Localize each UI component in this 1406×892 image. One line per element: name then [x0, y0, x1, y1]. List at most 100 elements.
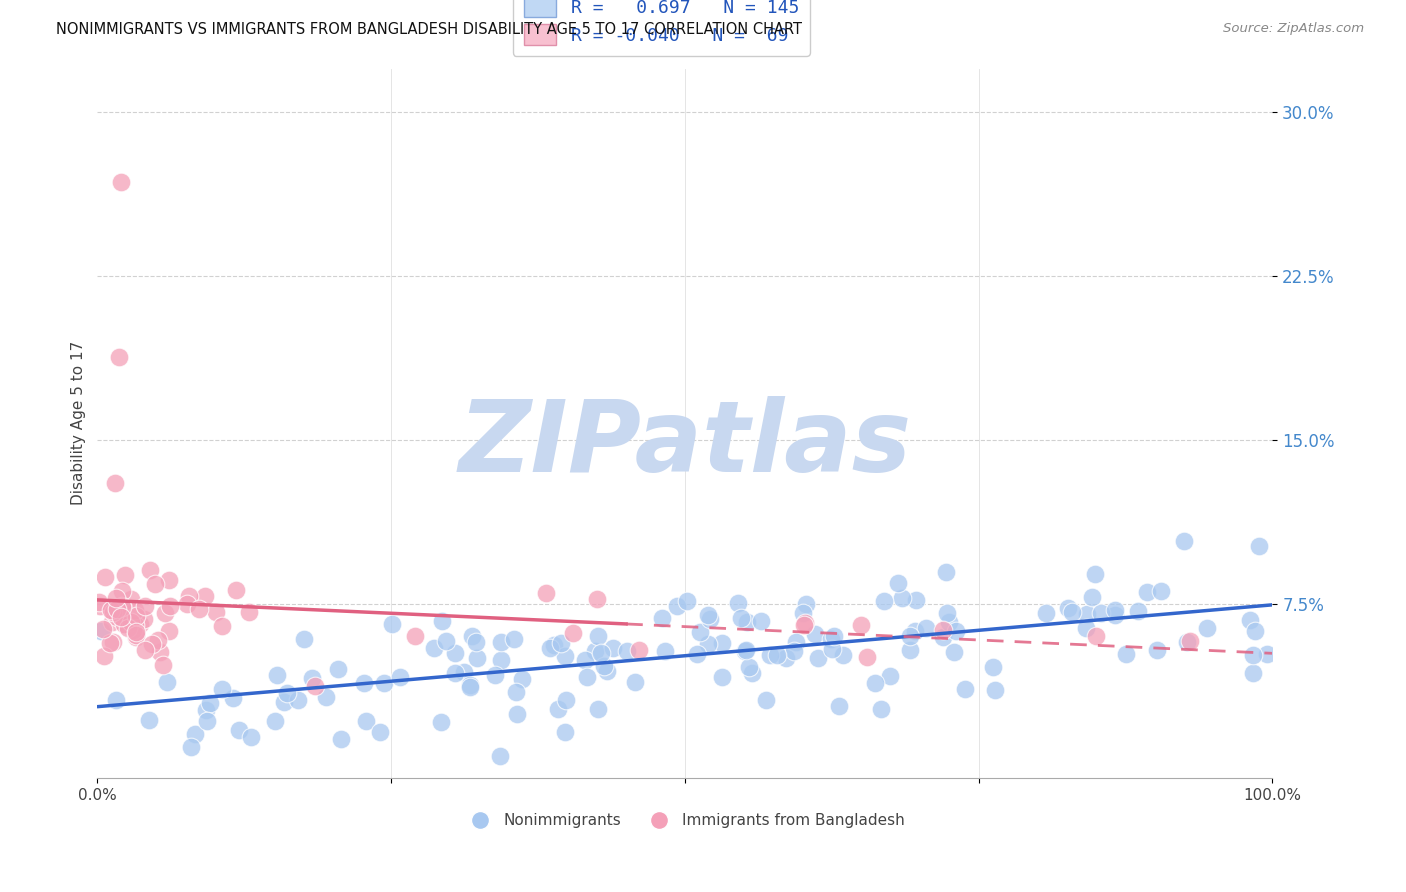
Point: [793, 618, 815, 632]
Point: [953, 681, 976, 696]
Point: [228, 723, 250, 737]
Point: [373, 675, 395, 690]
Point: [666, 599, 689, 613]
Point: [727, 596, 749, 610]
Point: [1057, 600, 1080, 615]
Point: [869, 702, 891, 716]
Point: [512, 673, 534, 687]
Point: [180, 740, 202, 755]
Point: [651, 610, 673, 624]
Point: [94, 569, 117, 583]
Point: [195, 714, 218, 728]
Point: [555, 693, 578, 707]
Point: [554, 648, 576, 663]
Point: [589, 646, 612, 660]
Point: [264, 714, 287, 728]
Point: [561, 625, 583, 640]
Text: Source: ZipAtlas.com: Source: ZipAtlas.com: [1223, 22, 1364, 36]
Point: [710, 636, 733, 650]
Point: [738, 660, 761, 674]
Point: [1076, 621, 1098, 635]
Point: [129, 616, 152, 631]
Point: [734, 644, 756, 658]
Point: [98, 635, 121, 649]
Point: [107, 350, 129, 364]
Point: [794, 598, 817, 612]
Point: [138, 714, 160, 728]
Point: [676, 594, 699, 608]
Point: [443, 646, 465, 660]
Point: [276, 686, 298, 700]
Text: ZIPatlas: ZIPatlas: [458, 396, 911, 493]
Point: [104, 476, 127, 491]
Point: [114, 568, 136, 582]
Point: [177, 590, 200, 604]
Point: [101, 615, 124, 629]
Point: [891, 591, 914, 605]
Point: [89, 599, 111, 614]
Point: [602, 641, 624, 656]
Point: [465, 651, 488, 665]
Point: [89, 624, 111, 638]
Point: [125, 608, 148, 623]
Point: [105, 591, 128, 605]
Point: [458, 678, 481, 692]
Point: [586, 629, 609, 643]
Y-axis label: Disability Age 5 to 17: Disability Age 5 to 17: [72, 342, 86, 506]
Point: [432, 614, 454, 628]
Point: [1241, 665, 1264, 680]
Point: [104, 600, 127, 615]
Point: [105, 602, 128, 616]
Point: [775, 651, 797, 665]
Point: [205, 605, 228, 619]
Point: [222, 691, 245, 706]
Point: [785, 634, 807, 648]
Point: [404, 629, 426, 643]
Point: [101, 605, 124, 619]
Point: [141, 636, 163, 650]
Point: [1090, 606, 1112, 620]
Point: [156, 675, 179, 690]
Point: [273, 695, 295, 709]
Point: [1195, 621, 1218, 635]
Point: [574, 653, 596, 667]
Point: [856, 650, 879, 665]
Point: [225, 582, 247, 597]
Point: [983, 683, 1005, 698]
Point: [353, 676, 375, 690]
Point: [1173, 533, 1195, 548]
Point: [821, 642, 844, 657]
Point: [301, 671, 323, 685]
Point: [111, 599, 134, 614]
Point: [292, 632, 315, 646]
Point: [755, 693, 778, 707]
Point: [194, 703, 217, 717]
Point: [458, 680, 481, 694]
Point: [125, 624, 148, 639]
Point: [904, 593, 927, 607]
Point: [489, 653, 512, 667]
Point: [686, 647, 709, 661]
Point: [176, 597, 198, 611]
Point: [198, 696, 221, 710]
Point: [900, 643, 922, 657]
Text: NONIMMIGRANTS VS IMMIGRANTS FROM BANGLADESH DISABILITY AGE 5 TO 17 CORRELATION C: NONIMMIGRANTS VS IMMIGRANTS FROM BANGLAD…: [56, 22, 803, 37]
Point: [935, 565, 957, 579]
Point: [238, 605, 260, 619]
Point: [120, 591, 142, 606]
Point: [1247, 539, 1270, 553]
Point: [628, 642, 651, 657]
Point: [505, 685, 527, 699]
Point: [157, 573, 180, 587]
Point: [766, 648, 789, 662]
Point: [689, 624, 711, 639]
Point: [240, 730, 263, 744]
Point: [1256, 647, 1278, 661]
Point: [1244, 624, 1267, 638]
Point: [388, 670, 411, 684]
Point: [538, 640, 561, 655]
Point: [105, 610, 128, 624]
Point: [938, 615, 960, 630]
Point: [1136, 585, 1159, 599]
Point: [124, 603, 146, 617]
